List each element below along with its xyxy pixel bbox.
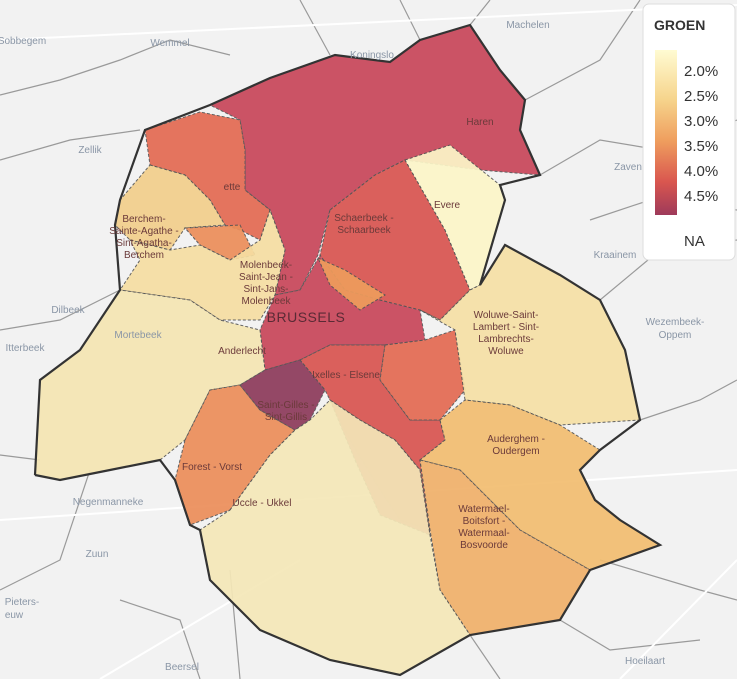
- commune-label: Sainte-Agathe -: [109, 226, 179, 237]
- commune-label: Bosvoorde: [460, 540, 508, 551]
- legend-title: GROEN: [654, 17, 705, 33]
- commune-label: Uccle - Ukkel: [233, 498, 292, 509]
- commune-label: Sint-Agatha-: [116, 238, 172, 249]
- place-label: Itterbeek: [6, 343, 46, 354]
- commune-label: Anderlecht: [218, 346, 266, 357]
- commune-label: Molenbeek: [242, 296, 292, 307]
- legend-gradient: [655, 50, 677, 215]
- place-label: Negenmanneke: [73, 497, 144, 508]
- commune: [208, 24, 541, 296]
- legend-label: 4.5%: [684, 188, 718, 205]
- commune-label: Lambrechts-: [478, 334, 534, 345]
- commune-label: Lambert - Sint-: [473, 322, 539, 333]
- commune-label: Watermaal-: [458, 528, 509, 539]
- commune-label: Forest - Vorst: [182, 462, 242, 473]
- place-label: Zellik: [78, 145, 102, 156]
- commune-label: Saint-Jean -: [239, 272, 293, 283]
- place-label: Kraainem: [594, 250, 637, 261]
- commune-label: Schaerbeek -: [334, 213, 393, 224]
- place-label: Machelen: [506, 20, 549, 31]
- commune: [379, 329, 466, 421]
- legend-label: 3.0%: [684, 113, 718, 130]
- legend-label: 2.0%: [684, 63, 718, 80]
- commune-label: Saint-Gilles -: [257, 400, 314, 411]
- legend-label: 4.0%: [684, 163, 718, 180]
- commune-label: Watermael-: [458, 504, 509, 515]
- legend-na: NA: [684, 233, 705, 250]
- place-label: Sobbegem: [0, 36, 46, 47]
- commune-label: Auderghem -: [487, 434, 545, 445]
- place-label: Zaven: [614, 162, 642, 173]
- commune-label: Ixelles - Elsene: [312, 370, 380, 381]
- place-label: euw: [5, 610, 24, 621]
- commune-label: Molenbeek-: [240, 260, 292, 271]
- commune-label: Boitsfort -: [463, 516, 506, 527]
- commune-labels: Haren Schaerbeek - Schaarbeek Evere Wolu…: [109, 117, 545, 551]
- legend-label: 3.5%: [684, 138, 718, 155]
- commune: [239, 359, 326, 431]
- commune-label: Oudergem: [492, 446, 539, 457]
- commune: [119, 208, 286, 321]
- place-label: Oppem: [659, 330, 692, 341]
- commune-label: ette: [224, 182, 241, 193]
- commune-label: Sint-Jans-: [243, 284, 288, 295]
- place-label: Wezembeek-: [646, 317, 705, 328]
- place-label: Koningslo: [350, 50, 394, 61]
- place-label: Beersel: [165, 662, 199, 673]
- place-label: Zuun: [86, 549, 109, 560]
- commune-label: Woluwe-Saint-: [474, 310, 539, 321]
- city-label: BRUSSELS: [267, 309, 346, 325]
- commune-label: Berchem: [124, 250, 164, 261]
- commune-label: Haren: [466, 117, 493, 128]
- commune: [317, 257, 386, 311]
- place-labels: Sobbegem Wemmel Koningslo Machelen Zelli…: [0, 20, 704, 673]
- commune-label: Evere: [434, 200, 461, 211]
- legend-label: 2.5%: [684, 88, 718, 105]
- place-label: Mortebeek: [114, 330, 162, 341]
- commune-label: Sint-Gillis: [265, 412, 307, 423]
- commune-label: Berchem-: [122, 214, 165, 225]
- commune-label: Schaarbeek: [337, 225, 391, 236]
- legend: GROEN 2.0% 2.5% 3.0% 3.5% 4.0% 4.5% NA: [642, 3, 736, 261]
- place-label: Dilbeek: [51, 305, 85, 316]
- region-outline: [33, 23, 663, 677]
- commune-label: Woluwe: [488, 346, 524, 357]
- place-label: Hoeilaart: [625, 656, 665, 667]
- communes: [33, 23, 663, 677]
- place-label: Wemmel: [150, 38, 189, 49]
- place-label: Pieters-: [5, 597, 39, 608]
